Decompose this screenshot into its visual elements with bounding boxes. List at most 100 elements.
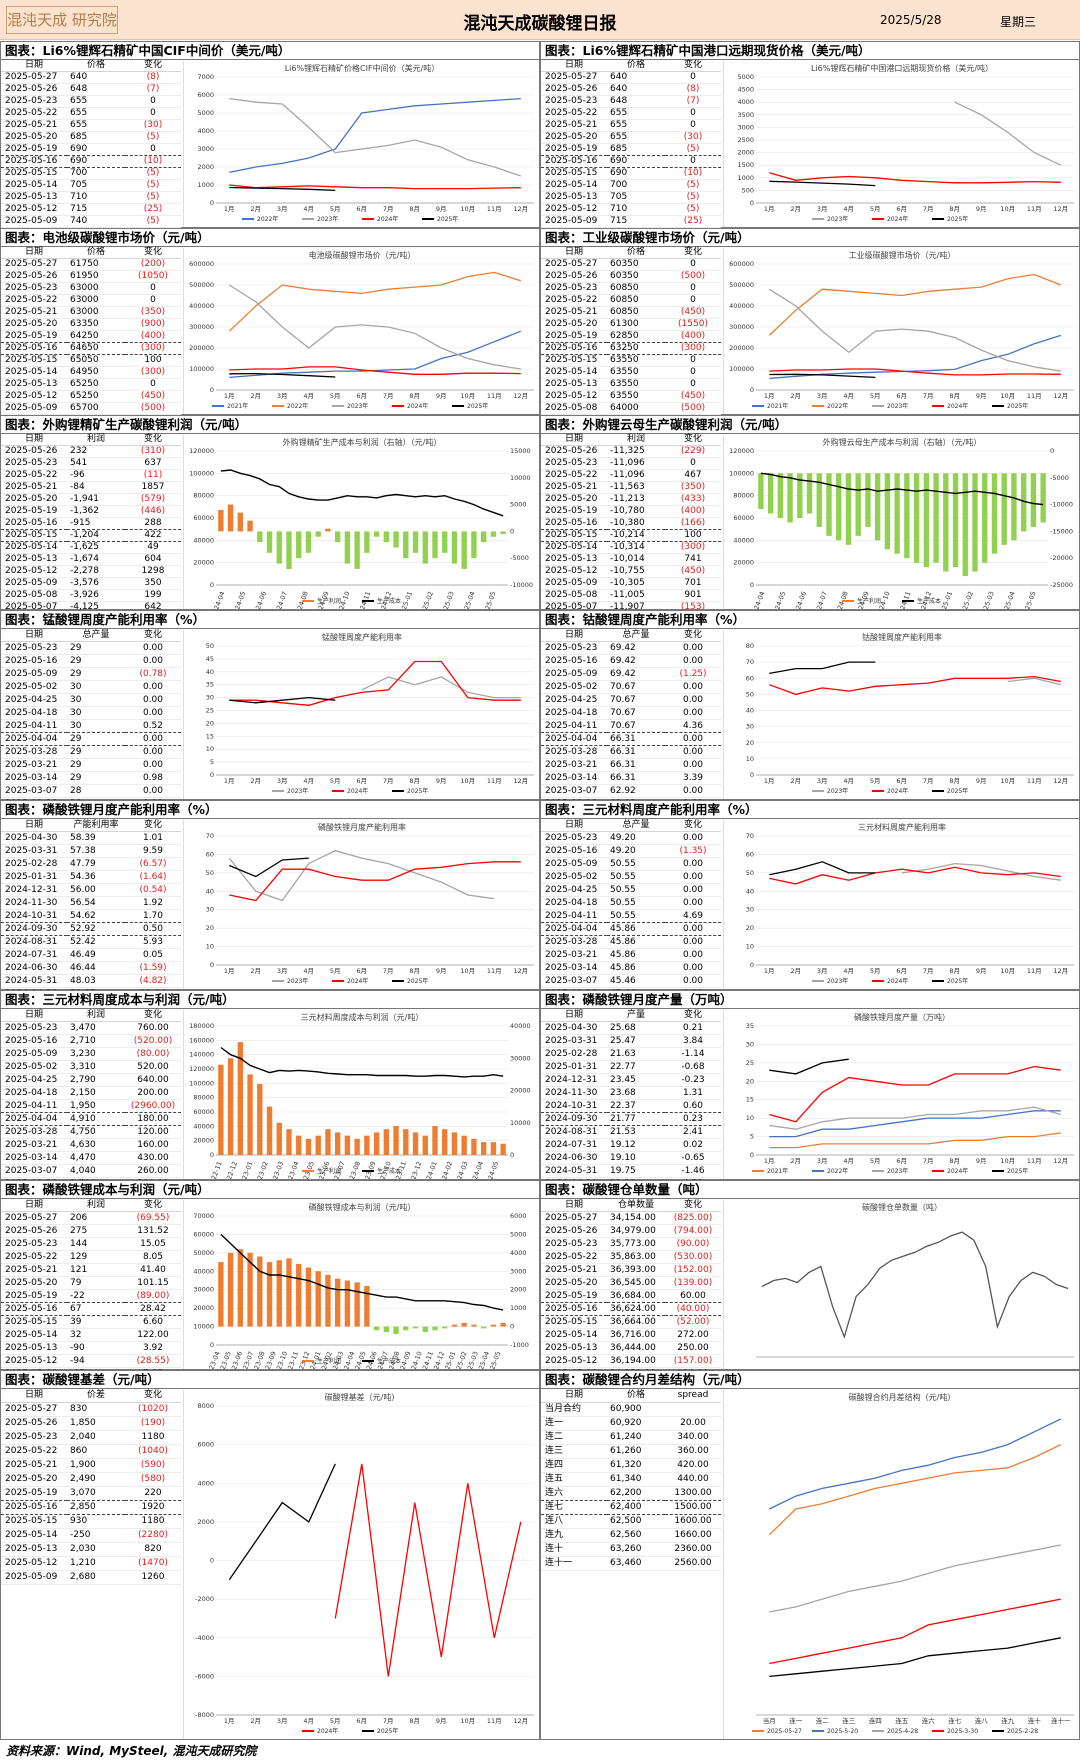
table-row: 2025-05-27 34,154.00 (825.00): [541, 1211, 721, 1225]
table-cell: (8): [665, 83, 721, 96]
profit-bar: [412, 1326, 419, 1329]
chart-svg: 三元材料周度成本与利润（元/吨） 180000 160000 140000 120000…: [189, 1012, 531, 1189]
legend-label: 2022年: [287, 402, 308, 410]
table-cell: 0.00: [665, 831, 721, 845]
x-tick-label: 4月: [843, 777, 854, 785]
table-cell: 0: [665, 378, 721, 391]
table-cell: 2025-04-30: [1, 831, 67, 845]
y-tick-label: 40000: [193, 536, 214, 544]
column-header: 产能利用率: [67, 819, 125, 832]
table-cell: 0: [125, 95, 181, 108]
y2-tick-label: 10000: [510, 474, 531, 482]
table-cell: 2024-07-31: [1, 948, 67, 962]
y2-tick-label: 40000: [510, 1022, 531, 1030]
profit-bar: [218, 1262, 224, 1327]
x-tick-label: 7月: [923, 777, 934, 785]
legend-label: 2022年: [827, 402, 848, 410]
table-row: 2025-05-14 64950 (300): [1, 366, 181, 379]
table-row: 2025-04-30 58.39 1.01: [1, 831, 181, 845]
table-cell: 100: [665, 529, 721, 542]
table-cell: 0: [125, 294, 181, 307]
table-cell: 2025-04-04: [1, 732, 67, 746]
column-header: 日期: [541, 819, 607, 832]
y-tick-label: 600000: [729, 260, 754, 268]
table-cell: 2024-10-31: [541, 1099, 607, 1113]
y-tick-label: 40000: [193, 1122, 214, 1130]
table-row: 2025-03-28 66.31 0.00: [541, 745, 721, 759]
profit-bar: [218, 1064, 224, 1155]
y2-tick-label: -15000: [1050, 527, 1073, 535]
table-cell: (30): [125, 119, 181, 132]
table-cell: (794.00): [665, 1224, 721, 1238]
y-tick-label: 0: [210, 1151, 214, 1159]
x-tick-label: 10月: [1000, 1157, 1015, 1165]
series-line: [229, 184, 521, 190]
table-cell: -84: [67, 481, 125, 494]
table-row: 2025-02-28 21.63 -1.14: [541, 1047, 721, 1061]
table-cell: 19.75: [607, 1164, 665, 1178]
legend-label: 2025年: [947, 787, 968, 795]
table-cell: 121: [67, 1263, 125, 1277]
x-tick-label: 6月: [896, 392, 907, 400]
table-cell: (11): [125, 469, 181, 482]
y-tick-label: 500000: [189, 281, 214, 289]
x-tick-label: 2023-12: [407, 1160, 424, 1179]
table-cell: 1,850: [67, 1416, 125, 1431]
profit-bar: [257, 1256, 263, 1327]
table-cell: 2025-03-21: [541, 758, 607, 772]
table-cell: -90: [67, 1341, 125, 1355]
x-tick-label: 当月: [763, 1716, 776, 1725]
table-cell: 3,230: [67, 1047, 125, 1061]
series-line: [769, 675, 1061, 696]
profit-bar: [393, 531, 399, 548]
x-tick-label: 6月: [356, 777, 367, 785]
column-header: 变化: [125, 629, 181, 642]
table-cell: -3,926: [67, 589, 125, 602]
table-header-row: 日期 价格 变化: [1, 247, 181, 259]
table-cell: 36,624.00: [607, 1302, 665, 1316]
table-row: 2024-12-31 56.00 (0.54): [1, 883, 181, 897]
profit-bar: [393, 1125, 399, 1155]
table-row: 2025-02-28 47.79 (6.57): [1, 857, 181, 871]
table-row: 2025-05-20 79 101.15: [1, 1276, 181, 1290]
table-cell: 700: [607, 179, 665, 192]
y-tick-label: 7000: [197, 73, 214, 81]
table-cell: 2025-04-11: [541, 909, 607, 923]
y-tick-label: 20: [746, 739, 754, 747]
series-line: [361, 676, 521, 699]
y-tick-label: 35: [746, 1022, 754, 1030]
table-cell: 2025-05-27: [541, 1211, 607, 1225]
table-row: 2025-05-13 710 (5): [1, 191, 181, 204]
table-row: 2025-05-23 -11,096 0: [541, 457, 721, 470]
table-cell: 32: [67, 1328, 125, 1342]
table-cell: 2025-05-16: [541, 1302, 607, 1316]
y-tick-label: 30000: [193, 1286, 214, 1294]
y-tick-label: 100000: [189, 365, 214, 373]
section-title: 图表：钴酸锂周度产能利用率（%）: [541, 611, 1079, 629]
chart-panel: 磷酸铁锂成本与利润（元/吨） 70000 60000 50000 40000 30000 2…: [183, 1200, 539, 1379]
table-cell: 2025-05-20: [541, 318, 607, 331]
profit-bar: [845, 473, 852, 545]
y-tick-label: 100000: [189, 1079, 214, 1087]
table-cell: 0.00: [125, 745, 181, 759]
y-tick-label: 100000: [189, 469, 214, 477]
chart-panel: Li6%锂辉石精矿价格CIF中间价（美元/吨） 7000 6000 5000 4000 3…: [183, 61, 539, 227]
table-cell: -10,214: [607, 529, 665, 542]
table-row: 2025-05-13 2,030 820: [1, 1542, 181, 1557]
column-header: 日期: [1, 434, 67, 446]
table-cell: 连二: [541, 1430, 607, 1445]
table-cell: 2025-05-15: [541, 1315, 607, 1329]
table-row: 2025-04-04 29 0.00: [1, 732, 181, 746]
data-table: 日期 价格 变化 2025-05-27 640 0 2025-05-26 640 (8) 2025…: [541, 60, 721, 228]
legend-label: 2024年: [347, 787, 368, 795]
table-row: 2025-05-09 29 (0.78): [1, 667, 181, 681]
table-cell: 2025-03-28: [541, 935, 607, 949]
y-tick-label: 30: [746, 906, 754, 914]
table-cell: (80.00): [125, 1047, 181, 1061]
x-tick-label: 6月: [356, 967, 367, 975]
chart-svg: Li6%锂辉石精矿价格CIF中间价（美元/吨） 7000 6000 5000 4000 3…: [197, 63, 534, 223]
table-cell: 2025-05-09: [541, 857, 607, 871]
table-cell: 79: [67, 1276, 125, 1290]
table-cell: 64650: [67, 342, 125, 355]
chart-title: 钴酸锂周度产能利用率: [862, 632, 942, 642]
